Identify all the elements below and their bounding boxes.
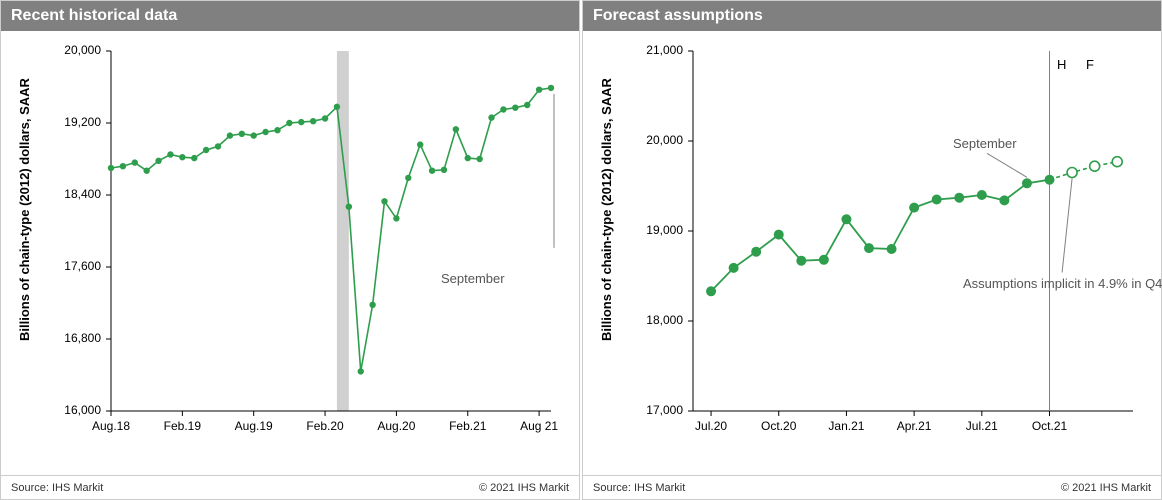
historical-title: Recent historical data [1, 1, 579, 31]
xtick: Oct.20 [761, 419, 796, 433]
forecast-annot1: September [953, 136, 1017, 151]
forecast-copyright: © 2021 IHS Markit [1061, 482, 1151, 494]
historical-svg [91, 41, 561, 441]
xtick: Aug.18 [92, 419, 130, 433]
ytick: 21,000 [623, 43, 683, 57]
xtick: Jan.21 [828, 419, 864, 433]
historical-plot [91, 41, 561, 441]
ytick: 17,600 [41, 259, 101, 273]
dual-chart-container: Recent historical data Billions of chain… [0, 0, 1162, 500]
xtick: Aug 21 [520, 419, 558, 433]
historical-copyright: © 2021 IHS Markit [479, 482, 569, 494]
forecast-annot2: Assumptions implicit in 4.9% in Q4 [963, 276, 1162, 293]
historical-annot-text: September [441, 271, 505, 286]
xtick: Aug.20 [377, 419, 415, 433]
forecast-plot [673, 41, 1143, 441]
xtick: Feb.20 [306, 419, 343, 433]
xtick: Aug.19 [235, 419, 273, 433]
forecast-ylabel: Billions of chain-type (2012) dollars, S… [599, 78, 614, 341]
xtick: Jul.20 [695, 419, 727, 433]
forecast-panel: Forecast assumptions Billions of chain-t… [582, 0, 1162, 500]
ytick: 18,400 [41, 187, 101, 201]
xtick: Oct.21 [1032, 419, 1067, 433]
xtick: Feb.21 [449, 419, 486, 433]
ytick: 17,000 [623, 403, 683, 417]
ytick: 20,000 [41, 43, 101, 57]
f-label: F [1086, 57, 1094, 72]
forecast-footer: Source: IHS Markit © 2021 IHS Markit [583, 475, 1161, 499]
xtick: Jul.21 [966, 419, 998, 433]
h-label: H [1057, 57, 1066, 72]
ytick: 19,200 [41, 115, 101, 129]
ytick: 16,800 [41, 331, 101, 345]
forecast-title: Forecast assumptions [583, 1, 1161, 31]
ytick: 20,000 [623, 133, 683, 147]
xtick: Feb.19 [164, 419, 201, 433]
historical-ylabel: Billions of chain-type (2012) dollars, S… [17, 78, 32, 341]
ytick: 16,000 [41, 403, 101, 417]
historical-source: Source: IHS Markit [11, 482, 103, 494]
ytick: 19,000 [623, 223, 683, 237]
ytick: 18,000 [623, 313, 683, 327]
historical-footer: Source: IHS Markit © 2021 IHS Markit [1, 475, 579, 499]
forecast-svg [673, 41, 1143, 441]
historical-panel: Recent historical data Billions of chain… [0, 0, 580, 500]
forecast-source: Source: IHS Markit [593, 482, 685, 494]
xtick: Apr.21 [897, 419, 932, 433]
